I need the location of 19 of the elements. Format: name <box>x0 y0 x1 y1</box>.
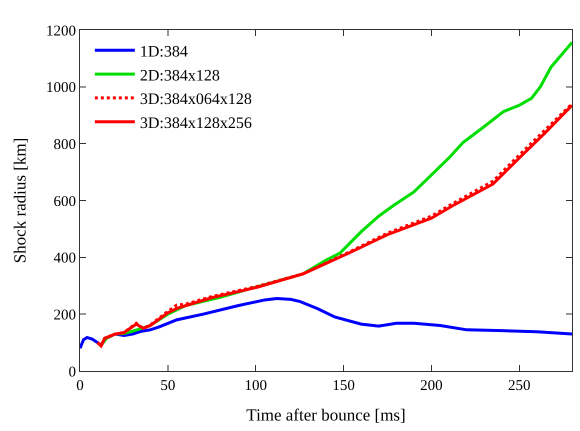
line-series <box>80 297 572 350</box>
legend-label: 1D:384 <box>140 44 188 61</box>
y-tick-label: 0 <box>68 364 76 380</box>
x-tick-label: 50 <box>160 378 176 394</box>
y-tick-label: 400 <box>54 250 76 267</box>
y-axis-title: Shock radius [km] <box>10 138 30 264</box>
legend-label: 2D:384x128 <box>140 67 220 84</box>
y-tick-label: 600 <box>54 194 76 210</box>
y-tick-label: 200 <box>54 307 76 324</box>
x-axis-title: Time after bounce [ms] <box>246 405 406 424</box>
legend-label: 3D:384x064x128 <box>140 91 252 108</box>
x-tick-label: 200 <box>420 378 443 394</box>
y-tick-label: 1200 <box>46 23 76 40</box>
x-tick-label: 150 <box>332 378 355 394</box>
y-tick-label: 1000 <box>46 80 76 96</box>
y-tick-label: 800 <box>54 136 76 153</box>
legend-label: 3D:384x128x256 <box>140 114 252 132</box>
x-tick-label: 250 <box>508 378 531 394</box>
x-tick-label: 100 <box>244 378 267 394</box>
